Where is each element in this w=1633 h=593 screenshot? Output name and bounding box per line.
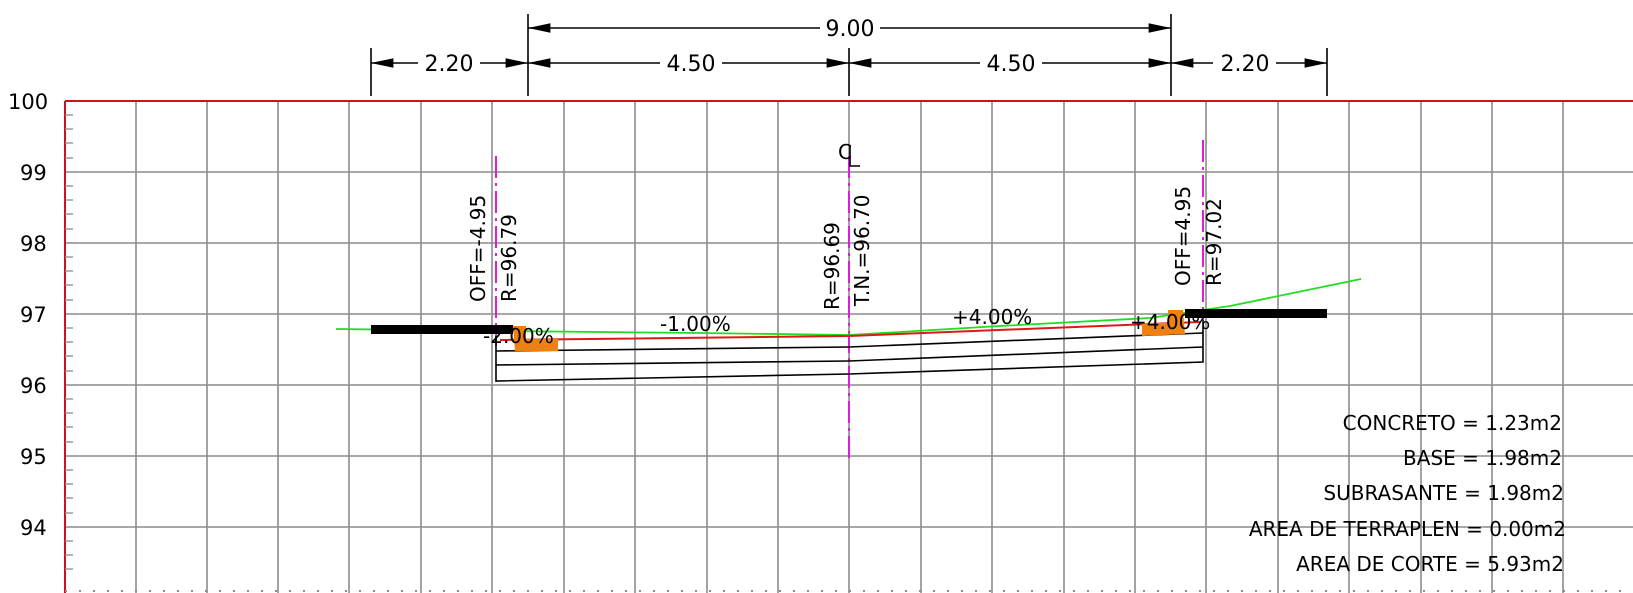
ytick-94: 94 bbox=[20, 516, 47, 540]
dimension-lines bbox=[370, 14, 1328, 96]
right-offset-label: OFF=4.95 bbox=[1171, 186, 1195, 286]
center-elevation-label: R=96.69 bbox=[820, 222, 844, 310]
dim-left-shoulder: 2.20 bbox=[425, 52, 474, 77]
area-summary: CONCRETO = 1.23m2 BASE = 1.98m2 SUBRASAN… bbox=[1249, 411, 1566, 576]
dim-left-lane: 4.50 bbox=[667, 52, 716, 77]
slope-right-curb: +4.00% bbox=[1130, 310, 1210, 334]
left-curb bbox=[513, 326, 558, 351]
slope-left-curb: -2.00% bbox=[483, 324, 554, 348]
ytick-96: 96 bbox=[20, 374, 47, 398]
ytick-100: 100 bbox=[8, 90, 48, 114]
centerline-letter: C bbox=[838, 140, 852, 164]
left-offset-label: OFF=-4.95 bbox=[466, 195, 490, 302]
curbs bbox=[513, 310, 1185, 351]
dimension-labels: 9.00 2.20 4.50 4.50 2.20 bbox=[425, 17, 1270, 77]
elevation-ticks: 100 99 98 97 96 95 94 bbox=[8, 90, 48, 540]
area-subrasante: SUBRASANTE = 1.98m2 bbox=[1323, 481, 1564, 505]
left-elevation-label: R=96.79 bbox=[497, 214, 521, 302]
area-terraplen: AREA DE TERRAPLEN = 0.00m2 bbox=[1249, 517, 1566, 541]
right-elevation-label: R=97.02 bbox=[1202, 198, 1226, 286]
frame bbox=[64, 100, 1633, 593]
dim-right-lane: 4.50 bbox=[987, 52, 1036, 77]
slope-right-lane: +4.00% bbox=[952, 305, 1032, 329]
right-shoulder-slab bbox=[1185, 309, 1327, 318]
terrain-line bbox=[335, 278, 1362, 336]
ytick-97: 97 bbox=[20, 303, 47, 327]
slope-left-lane: -1.00% bbox=[660, 312, 731, 336]
axis-markers bbox=[495, 140, 1204, 460]
slope-labels: -2.00% -1.00% +4.00% +4.00% bbox=[483, 305, 1210, 348]
area-corte: AREA DE CORTE = 5.93m2 bbox=[1296, 552, 1564, 576]
ytick-98: 98 bbox=[20, 232, 47, 256]
axis-minor-ticks bbox=[65, 114, 73, 570]
left-shoulder-slab bbox=[371, 325, 513, 334]
area-base: BASE = 1.98m2 bbox=[1403, 446, 1562, 470]
centerline-symbol: C bbox=[838, 140, 860, 167]
center-tn-label: T.N.=96.70 bbox=[850, 194, 874, 307]
vertical-labels: OFF=-4.95 R=96.79 R=96.69 T.N.=96.70 OFF… bbox=[466, 186, 1226, 310]
right-curb bbox=[1142, 310, 1185, 336]
design-line bbox=[499, 321, 1201, 341]
dim-right-shoulder: 2.20 bbox=[1221, 52, 1270, 77]
area-concreto: CONCRETO = 1.23m2 bbox=[1343, 411, 1562, 435]
ytick-95: 95 bbox=[20, 445, 47, 469]
dim-total: 9.00 bbox=[826, 17, 875, 42]
shoulders bbox=[371, 309, 1327, 334]
ytick-99: 99 bbox=[20, 161, 47, 185]
